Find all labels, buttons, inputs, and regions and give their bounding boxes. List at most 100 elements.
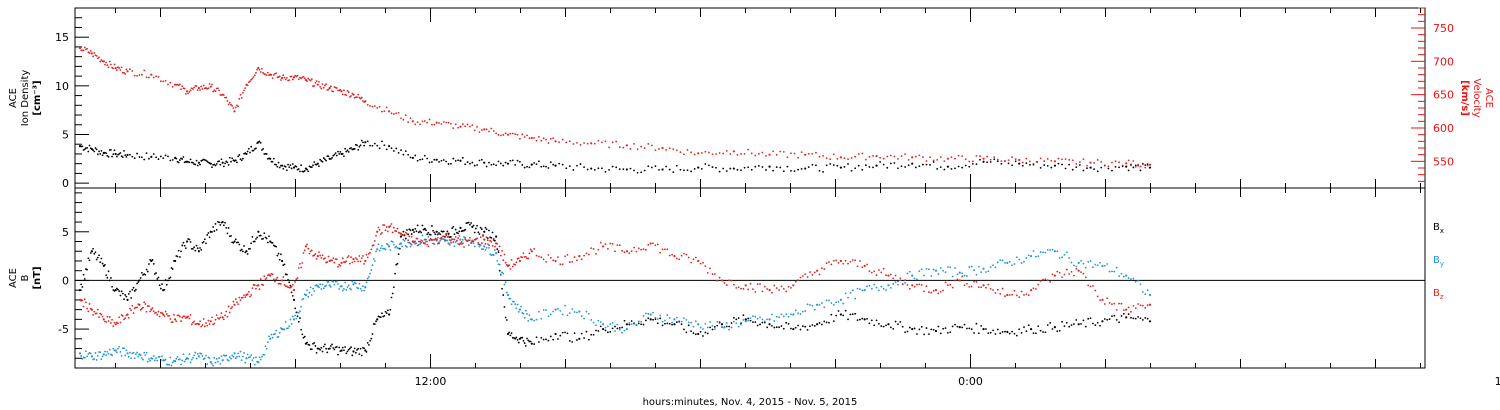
data-point bbox=[985, 328, 987, 330]
data-point bbox=[356, 96, 358, 99]
data-point bbox=[388, 110, 391, 113]
data-point bbox=[806, 303, 809, 306]
data-point bbox=[196, 164, 199, 167]
data-point bbox=[906, 284, 909, 286]
data-point bbox=[121, 156, 124, 158]
data-point bbox=[656, 318, 659, 320]
data-point bbox=[319, 158, 322, 161]
data-point bbox=[360, 354, 363, 357]
data-point bbox=[554, 164, 557, 167]
data-point bbox=[376, 106, 379, 109]
data-point bbox=[402, 153, 405, 156]
data-point bbox=[872, 154, 874, 157]
data-point bbox=[595, 253, 597, 255]
data-point bbox=[778, 326, 780, 329]
data-point bbox=[492, 130, 495, 132]
data-point bbox=[111, 155, 113, 158]
data-point bbox=[559, 334, 562, 337]
data-point bbox=[188, 353, 191, 355]
data-point bbox=[1053, 250, 1056, 253]
data-point bbox=[502, 272, 505, 275]
data-point bbox=[454, 160, 457, 162]
data-point bbox=[666, 248, 669, 251]
data-point bbox=[968, 165, 971, 168]
data-point bbox=[815, 164, 817, 167]
data-point bbox=[756, 317, 759, 320]
data-point bbox=[585, 310, 588, 313]
data-point bbox=[502, 259, 505, 262]
data-point bbox=[158, 355, 161, 358]
data-point bbox=[1082, 158, 1085, 161]
data-point bbox=[217, 87, 219, 90]
data-point bbox=[107, 352, 110, 355]
data-point bbox=[1146, 164, 1149, 167]
data-point bbox=[843, 157, 846, 160]
x-axis: 12:000:0012:00 bbox=[115, 8, 1500, 388]
data-point bbox=[253, 74, 256, 77]
data-point bbox=[461, 242, 464, 245]
data-point bbox=[572, 143, 575, 145]
data-point bbox=[1006, 261, 1009, 265]
data-point bbox=[346, 286, 349, 288]
data-point bbox=[83, 298, 86, 301]
data-point bbox=[485, 246, 488, 249]
data-point bbox=[454, 123, 457, 126]
data-point bbox=[597, 139, 600, 142]
data-point bbox=[136, 306, 138, 309]
data-point bbox=[643, 169, 646, 172]
data-point bbox=[982, 327, 985, 331]
data-point bbox=[291, 78, 294, 81]
data-point bbox=[606, 331, 609, 334]
data-point bbox=[847, 296, 849, 299]
data-point bbox=[1044, 251, 1047, 254]
data-point bbox=[426, 233, 429, 236]
data-point bbox=[993, 158, 996, 161]
data-point bbox=[157, 76, 160, 78]
data-point bbox=[452, 225, 455, 228]
data-point bbox=[571, 260, 574, 263]
data-point bbox=[828, 321, 830, 324]
data-point bbox=[348, 96, 351, 98]
data-point bbox=[1087, 317, 1090, 320]
data-point bbox=[573, 332, 576, 335]
data-point bbox=[308, 291, 311, 294]
data-point bbox=[499, 134, 502, 137]
data-point bbox=[785, 321, 788, 324]
data-point bbox=[178, 159, 181, 161]
data-point bbox=[880, 285, 883, 288]
data-point bbox=[164, 358, 167, 361]
data-point bbox=[1063, 253, 1066, 256]
data-point bbox=[528, 314, 531, 317]
data-point bbox=[427, 231, 430, 234]
data-point bbox=[187, 357, 190, 360]
data-point bbox=[112, 153, 115, 156]
data-point bbox=[1046, 248, 1049, 251]
x-axis-label: hours:minutes, Nov. 4, 2015 - Nov. 5, 20… bbox=[643, 397, 858, 408]
data-point bbox=[433, 158, 436, 161]
data-point bbox=[316, 83, 319, 86]
data-point bbox=[404, 237, 407, 240]
bottom-left-tick-label: -5 bbox=[58, 323, 69, 336]
data-point bbox=[614, 325, 616, 328]
data-point bbox=[832, 164, 835, 166]
data-point bbox=[946, 332, 949, 334]
data-point bbox=[621, 331, 624, 334]
data-point bbox=[823, 306, 826, 309]
data-point bbox=[811, 324, 814, 326]
data-point bbox=[994, 266, 997, 269]
data-point bbox=[490, 163, 493, 166]
data-point bbox=[794, 326, 797, 329]
data-point bbox=[800, 151, 803, 154]
data-point bbox=[102, 353, 105, 356]
top-panel-frame bbox=[74, 7, 1426, 189]
data-point bbox=[250, 242, 253, 245]
data-point bbox=[140, 271, 143, 274]
data-point bbox=[511, 159, 514, 162]
data-point bbox=[206, 234, 209, 236]
data-point bbox=[134, 288, 137, 291]
data-point bbox=[1020, 331, 1023, 334]
data-point bbox=[343, 287, 345, 290]
data-point bbox=[221, 161, 224, 164]
data-point bbox=[668, 254, 671, 257]
data-point bbox=[502, 134, 505, 136]
